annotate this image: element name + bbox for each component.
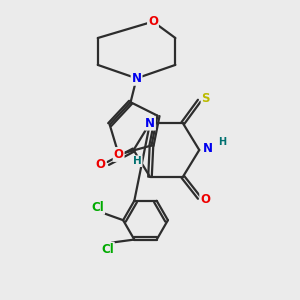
Text: O: O [96, 158, 106, 171]
Text: Cl: Cl [101, 243, 114, 256]
Text: O: O [114, 148, 124, 161]
Text: N: N [132, 72, 142, 85]
Text: S: S [202, 92, 210, 105]
Text: Cl: Cl [92, 201, 104, 214]
Text: H: H [133, 156, 142, 166]
Text: H: H [218, 136, 226, 147]
Text: N: N [145, 117, 155, 130]
Text: O: O [148, 15, 158, 28]
Text: O: O [200, 193, 210, 206]
Text: N: N [203, 142, 213, 155]
